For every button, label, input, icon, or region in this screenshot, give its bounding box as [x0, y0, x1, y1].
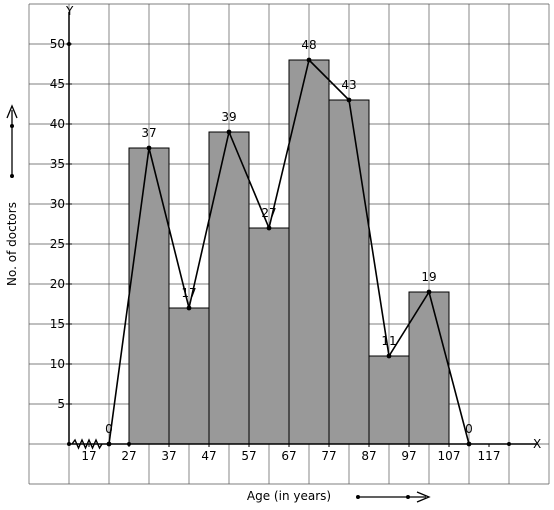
data-label: 43	[341, 78, 356, 92]
direction-arrows	[6, 104, 431, 503]
data-label: 27	[261, 206, 276, 220]
bars	[128, 59, 450, 445]
polygon-point	[386, 353, 392, 359]
y-direction-arrow-dot	[10, 124, 14, 128]
y-tick-label: 45	[50, 77, 65, 91]
histogram-bar	[208, 131, 250, 445]
x-tick-label: 107	[438, 449, 461, 463]
x-tick-label: 67	[281, 449, 296, 463]
y-tick-label: 5	[57, 397, 65, 411]
x-tick-label: 87	[361, 449, 376, 463]
polygon-point	[146, 145, 152, 151]
x-tick-label: 77	[321, 449, 336, 463]
histogram-bar	[248, 227, 290, 445]
polygon-point	[226, 129, 232, 135]
histogram-bar	[328, 99, 370, 445]
y-tick-label: 15	[50, 317, 65, 331]
y-direction-arrow-head	[6, 104, 18, 119]
axis-titles: No. of doctors Age (in years) X Y	[5, 4, 541, 503]
polygon-point	[106, 441, 112, 447]
frequency-polygon	[106, 57, 472, 447]
data-label: 48	[301, 38, 316, 52]
y-tick-label: 40	[50, 117, 65, 131]
data-label: 11	[381, 334, 396, 348]
y-tick-label: 20	[50, 277, 65, 291]
x-tick-label: 117	[478, 449, 501, 463]
x-tick-label: 27	[121, 449, 136, 463]
polygon-point	[306, 57, 312, 63]
x-axis-title: Age (in years)	[247, 489, 331, 503]
data-label: 37	[141, 126, 156, 140]
histogram-bar	[368, 355, 410, 445]
x-axis-letter: X	[533, 437, 541, 451]
x-direction-arrow-dot	[356, 495, 360, 499]
polygon-line	[108, 58, 470, 445]
x-direction-arrow-dot	[406, 495, 410, 499]
y-tick-label: 25	[50, 237, 65, 251]
polygon-point	[346, 97, 352, 103]
histogram-bar	[168, 307, 210, 445]
polygon-point	[266, 225, 272, 231]
y-axis-title: No. of doctors	[5, 202, 19, 286]
origin-dot	[67, 442, 71, 446]
y-tick-label: 10	[50, 357, 65, 371]
histogram-bar	[128, 147, 170, 445]
data-label: 0	[465, 422, 473, 436]
y-tick-label: 50	[50, 37, 65, 51]
y-tick-label: 30	[50, 197, 65, 211]
data-label: 39	[221, 110, 236, 124]
x-tick-label: 97	[401, 449, 416, 463]
x-tick-label: 57	[241, 449, 256, 463]
x-direction-arrow-head	[416, 491, 431, 503]
x-tick-label: 47	[201, 449, 216, 463]
axes	[66, 12, 538, 450]
y-direction-arrow-dot	[10, 174, 14, 178]
y-axis-letter: Y	[65, 4, 74, 18]
axis-break-mark	[71, 438, 103, 450]
polygon-point	[186, 305, 192, 311]
x-tick-label: 37	[161, 449, 176, 463]
x-axis-dot	[507, 442, 511, 446]
polygon-point	[426, 289, 432, 295]
polygon-point	[466, 441, 472, 447]
x-tick-label: 17	[81, 449, 96, 463]
labels: 5 10 15 20 25 30 35 40 45 50 17 27 37 47 57 67 77 87 97 107…	[50, 37, 501, 463]
data-label: 0	[105, 422, 113, 436]
data-label: 17	[181, 286, 196, 300]
data-label: 19	[421, 270, 436, 284]
y-tick-label: 35	[50, 157, 65, 171]
